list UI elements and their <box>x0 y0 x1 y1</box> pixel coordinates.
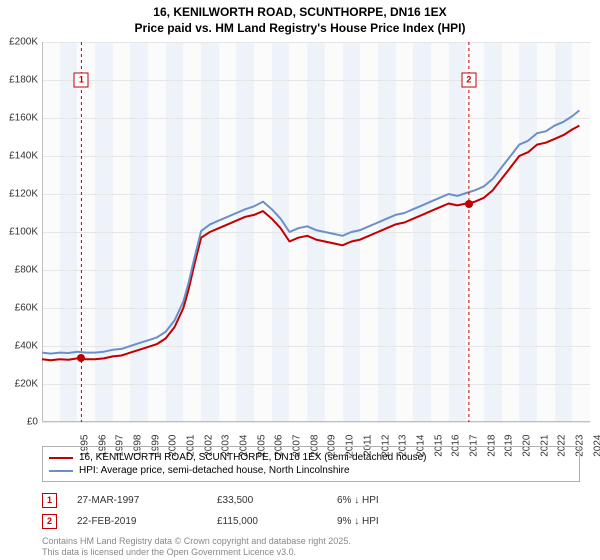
y-tick-label: £20K <box>0 379 38 390</box>
y-tick-label: £40K <box>0 341 38 352</box>
plot-area: £0£20K£40K£60K£80K£100K£120K£140K£160K£1… <box>42 42 590 422</box>
sale-dot <box>77 354 85 362</box>
series-line <box>42 126 579 361</box>
y-tick-label: £0 <box>0 417 38 428</box>
sale-date: 27-MAR-1997 <box>77 495 197 506</box>
title-line-2: Price paid vs. HM Land Registry's House … <box>135 21 466 35</box>
legend-item: HPI: Average price, semi-detached house,… <box>49 464 573 477</box>
sales-table: 1 27-MAR-1997 £33,500 6% ↓ HPI 2 22-FEB-… <box>42 490 580 532</box>
y-tick-label: £120K <box>0 189 38 200</box>
attribution-line: Contains HM Land Registry data © Crown c… <box>42 536 351 546</box>
y-tick-label: £140K <box>0 151 38 162</box>
sales-row: 2 22-FEB-2019 £115,000 9% ↓ HPI <box>42 511 580 532</box>
attribution: Contains HM Land Registry data © Crown c… <box>42 536 580 559</box>
y-tick-label: £160K <box>0 113 38 124</box>
sale-marker-icon: 2 <box>42 514 57 529</box>
sale-marker-icon: 1 <box>42 493 57 508</box>
legend-swatch <box>49 470 73 472</box>
sale-price: £33,500 <box>217 495 317 506</box>
y-tick-label: £80K <box>0 265 38 276</box>
attribution-line: This data is licensed under the Open Gov… <box>42 547 296 557</box>
sale-diff: 6% ↓ HPI <box>337 495 437 506</box>
legend-item: 16, KENILWORTH ROAD, SCUNTHORPE, DN16 1E… <box>49 451 573 464</box>
title-line-1: 16, KENILWORTH ROAD, SCUNTHORPE, DN16 1E… <box>153 5 446 19</box>
sale-marker-box: 1 <box>74 73 89 88</box>
x-tick-label: 2024 <box>592 435 600 475</box>
legend-swatch <box>49 457 73 459</box>
sale-marker-box: 2 <box>461 73 476 88</box>
sale-dot <box>465 200 473 208</box>
sale-date: 22-FEB-2019 <box>77 516 197 527</box>
sale-diff: 9% ↓ HPI <box>337 516 437 527</box>
line-layer <box>42 42 590 422</box>
legend: 16, KENILWORTH ROAD, SCUNTHORPE, DN16 1E… <box>42 446 580 482</box>
legend-label: HPI: Average price, semi-detached house,… <box>79 465 350 476</box>
legend-label: 16, KENILWORTH ROAD, SCUNTHORPE, DN16 1E… <box>79 452 427 463</box>
y-tick-label: £180K <box>0 75 38 86</box>
sales-row: 1 27-MAR-1997 £33,500 6% ↓ HPI <box>42 490 580 511</box>
y-tick-label: £60K <box>0 303 38 314</box>
series-line <box>42 110 579 353</box>
chart-container: 16, KENILWORTH ROAD, SCUNTHORPE, DN16 1E… <box>0 0 600 560</box>
sale-price: £115,000 <box>217 516 317 527</box>
chart-title: 16, KENILWORTH ROAD, SCUNTHORPE, DN16 1E… <box>0 0 600 36</box>
y-tick-label: £200K <box>0 37 38 48</box>
y-tick-label: £100K <box>0 227 38 238</box>
